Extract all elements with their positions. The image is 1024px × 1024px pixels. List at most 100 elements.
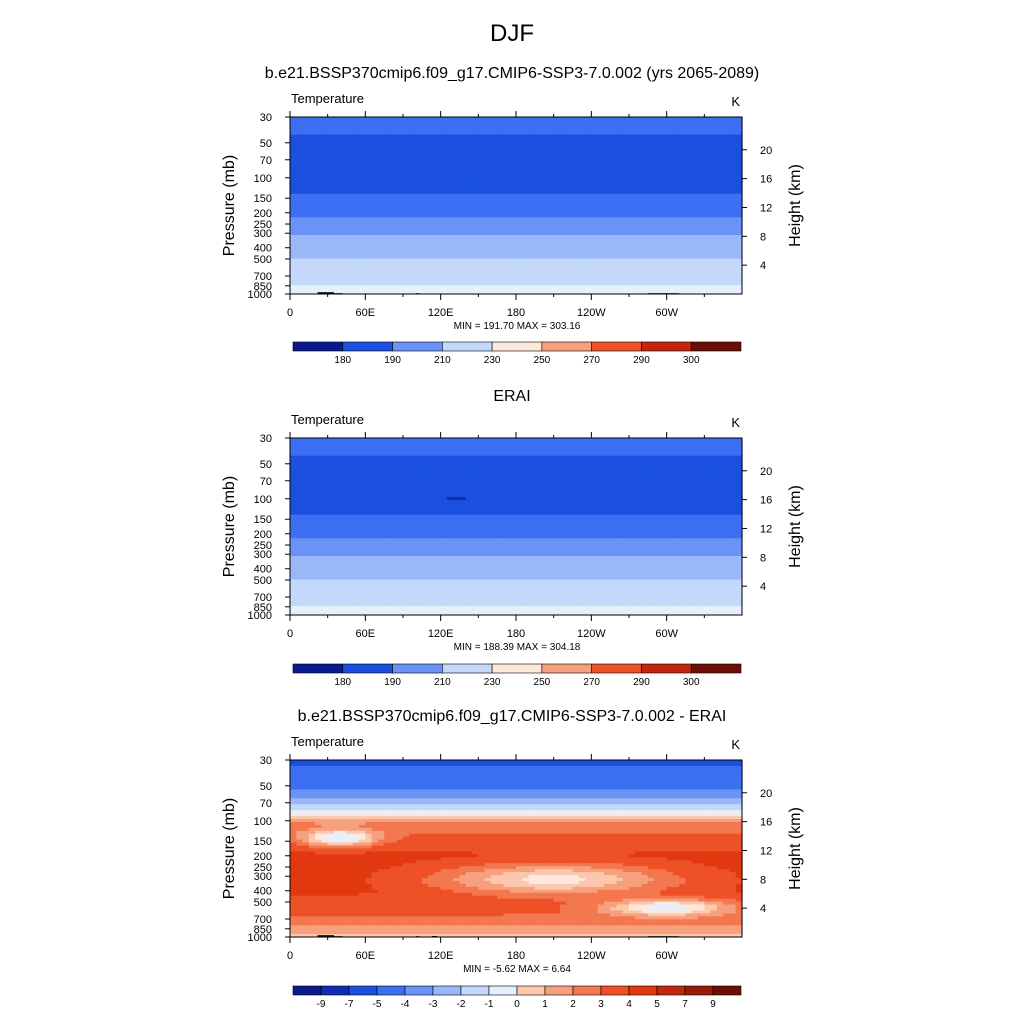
field-cell (654, 443, 661, 448)
field-cell (597, 449, 605, 454)
field-cell (459, 214, 467, 218)
field-cell (321, 181, 329, 186)
field-cell (352, 258, 360, 263)
field-cell (296, 223, 304, 227)
field-cell (729, 117, 737, 121)
field-cell (327, 164, 335, 168)
field-cell (302, 270, 310, 274)
field-cell (359, 134, 366, 139)
field-cell (516, 214, 523, 218)
field-cell (377, 226, 385, 230)
field-cell (484, 214, 492, 218)
field-cell (428, 449, 435, 454)
field-cell (710, 161, 718, 165)
field-cell (679, 217, 687, 221)
field-cell (522, 199, 530, 204)
field-cell (352, 190, 360, 195)
field-cell (396, 270, 404, 274)
field-cell (459, 140, 467, 145)
field-cell (352, 208, 360, 212)
field-cell (296, 131, 304, 136)
field-cell (359, 158, 366, 162)
field-cell (465, 117, 473, 121)
field-cell (327, 161, 335, 165)
field-cell (503, 443, 511, 448)
field-cell (616, 181, 624, 186)
field-cell (603, 164, 611, 168)
field-cell (553, 176, 561, 180)
field-cell (591, 176, 599, 180)
field-cell (629, 243, 636, 248)
field-cell (421, 270, 429, 274)
field-cell (403, 161, 410, 165)
field-cell (616, 243, 624, 248)
field-cell (716, 246, 724, 251)
field-cell (616, 235, 624, 239)
field-cell (603, 176, 611, 180)
field-cell (421, 128, 429, 133)
field-cell (390, 226, 398, 230)
field-cell (660, 119, 668, 124)
field-cell (547, 217, 555, 221)
field-cell (459, 458, 467, 463)
field-cell (566, 452, 574, 457)
field-cell (629, 184, 636, 189)
field-cell (528, 261, 536, 266)
field-cell (446, 255, 454, 260)
field-cell (629, 452, 636, 457)
field-cell (559, 164, 567, 168)
field-cell (377, 187, 385, 192)
field-cell (516, 276, 523, 280)
field-cell (333, 152, 341, 156)
field-cell (572, 270, 580, 274)
field-cell (616, 122, 624, 127)
field-cell (591, 440, 599, 445)
field-cell (679, 270, 687, 274)
field-cell (641, 181, 649, 186)
field-cell (591, 122, 599, 127)
field-cell (321, 282, 329, 286)
field-cell (453, 255, 461, 260)
field-cell (465, 276, 473, 280)
field-cell (629, 252, 636, 257)
field-cell (296, 240, 304, 245)
field-cell (478, 181, 486, 186)
field-cell (547, 164, 555, 168)
field-cell (660, 291, 668, 295)
field-cell (453, 193, 461, 198)
field-cell (534, 438, 542, 442)
field-cell (509, 438, 517, 442)
field-cell (308, 455, 316, 460)
field-cell (685, 217, 693, 221)
field-cell (698, 164, 705, 168)
field-cell (509, 217, 517, 221)
field-cell (377, 279, 385, 283)
field-cell (578, 164, 586, 168)
field-cell (308, 190, 316, 195)
field-cell (478, 196, 486, 201)
field-cell (603, 202, 611, 207)
field-cell (647, 134, 655, 139)
field-cell (490, 184, 498, 189)
field-cell (509, 211, 517, 215)
field-cell (446, 173, 454, 177)
field-cell (409, 455, 417, 460)
field-cell (453, 267, 461, 271)
field-cell (459, 217, 467, 221)
field-cell (365, 128, 373, 133)
field-cell (484, 205, 492, 210)
field-cell (572, 220, 580, 224)
field-cell (735, 446, 743, 451)
field-cell (591, 173, 599, 177)
field-cell (729, 252, 737, 257)
field-cell (503, 117, 511, 121)
field-cell (409, 279, 417, 283)
field-cell (365, 143, 373, 148)
field-cell (679, 237, 687, 242)
field-cell (572, 170, 580, 174)
field-cell (352, 181, 360, 186)
field-cell (503, 202, 511, 207)
field-cell (503, 229, 511, 233)
field-cell (315, 279, 322, 283)
field-cell (346, 152, 354, 156)
